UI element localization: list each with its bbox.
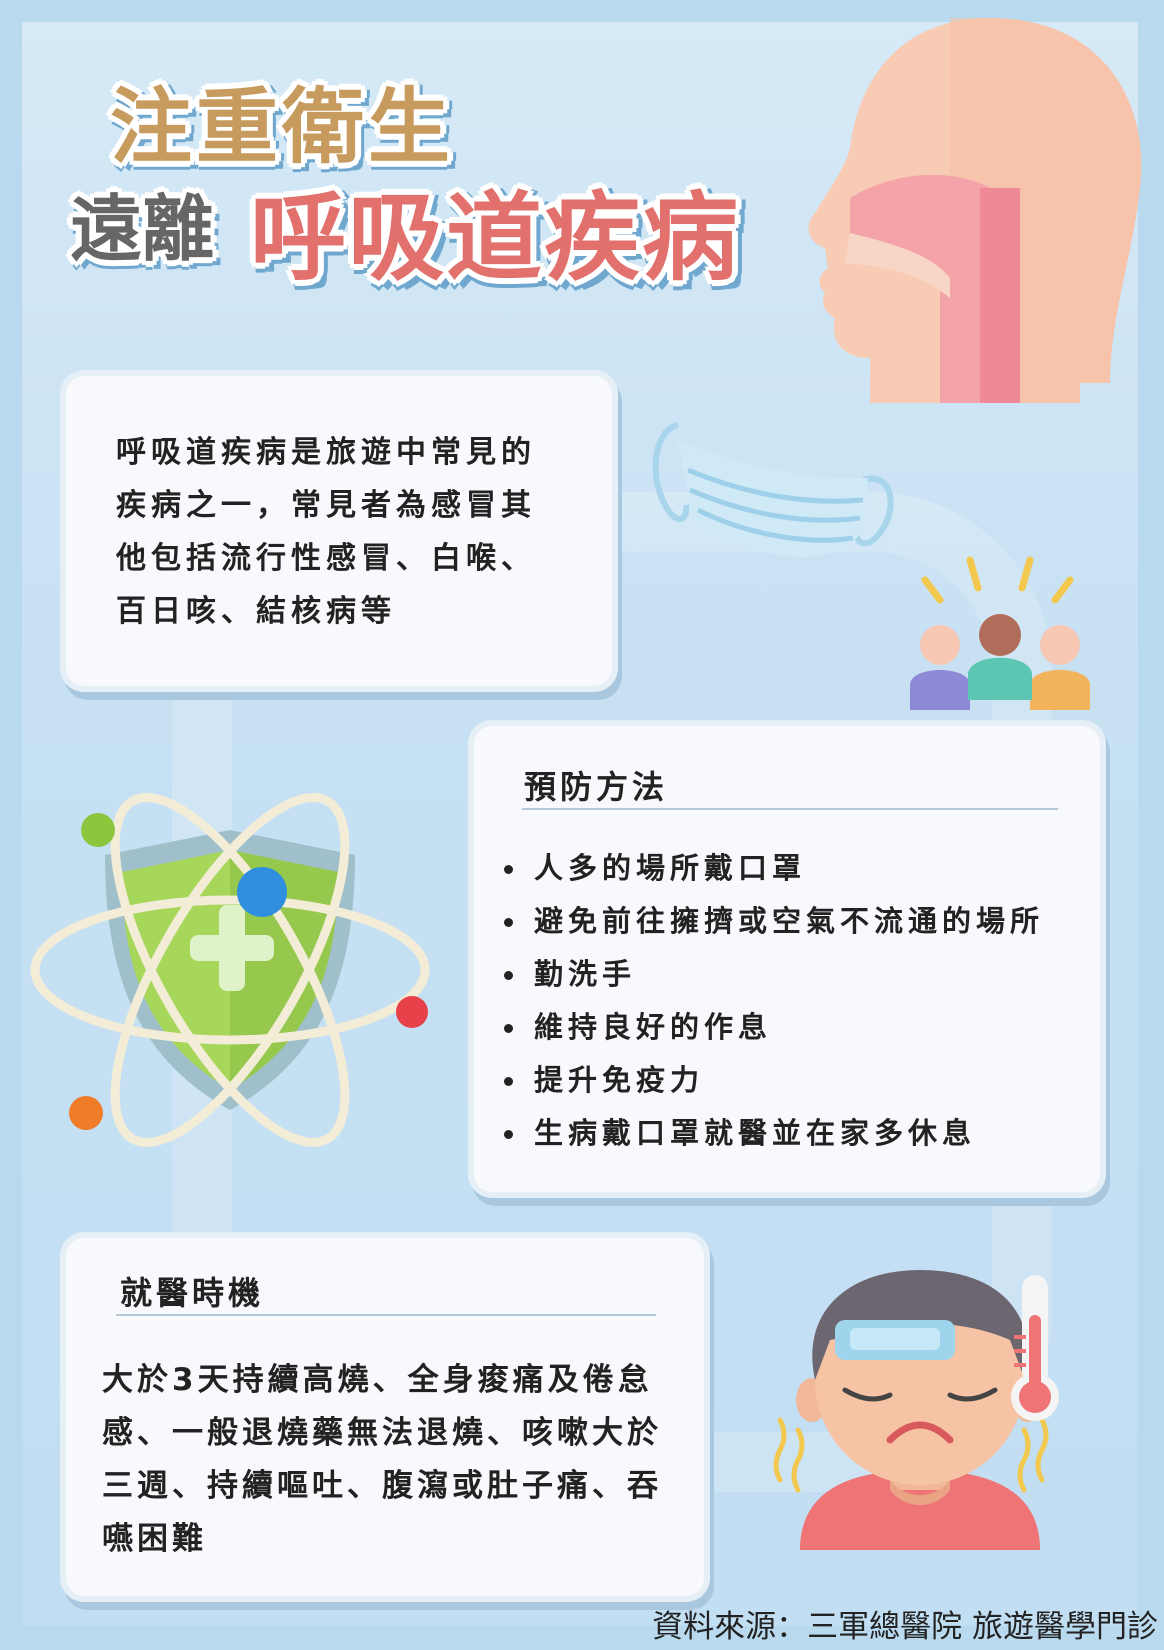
visit-heading: 就醫時機 (120, 1274, 265, 1312)
intro-text: 呼吸道疾病是旅遊中常見的疾病之一，常見者為感冒其他包括流行性感冒、白喉、百日咳、… (116, 435, 536, 629)
list-item: 維持良好的作息 (504, 1001, 1044, 1054)
title-line1: 注重衛生 (110, 80, 455, 175)
list-item: 勤洗手 (504, 948, 1044, 1001)
title-line2-prefix: 遠離 (70, 187, 215, 271)
source-credit: 資料來源：三軍總醫院 旅遊醫學門診 (652, 1609, 1158, 1645)
list-item: 人多的場所戴口罩 (504, 842, 1044, 895)
list-item: 生病戴口罩就醫並在家多休息 (504, 1107, 1044, 1160)
shield-atom-icon (30, 793, 430, 1147)
list-item: 提升免疫力 (504, 1054, 1044, 1107)
visit-card: 就醫時機 大於3天持續高燒、全身痠痛及倦怠感、一般退燒藥無法退燒、咳嗽大於三週、… (66, 1238, 704, 1596)
list-item: 避免前往擁擠或空氣不流通的場所 (504, 895, 1044, 948)
prevention-list: 人多的場所戴口罩 避免前往擁擠或空氣不流通的場所 勤洗手 維持良好的作息 提升免… (504, 842, 1044, 1160)
crowd-icon (910, 556, 1090, 710)
prevention-heading: 預防方法 (524, 768, 669, 806)
visit-text: 大於3天持續高燒、全身痠痛及倦怠感、一般退燒藥無法退燒、咳嗽大於三週、持續嘔吐、… (102, 1362, 662, 1557)
head-airway-icon (808, 18, 1142, 403)
face-mask-icon (652, 422, 894, 558)
intro-card: 呼吸道疾病是旅遊中常見的疾病之一，常見者為感冒其他包括流行性感冒、白喉、百日咳、… (66, 376, 612, 686)
thermometer-icon (1011, 1275, 1059, 1421)
prevention-divider (522, 808, 1058, 810)
title-line2-highlight: 呼吸道疾病 (250, 182, 740, 294)
prevention-card: 預防方法 人多的場所戴口罩 避免前往擁擠或空氣不流通的場所 勤洗手 維持良好的作… (474, 726, 1100, 1192)
visit-divider (116, 1314, 656, 1316)
